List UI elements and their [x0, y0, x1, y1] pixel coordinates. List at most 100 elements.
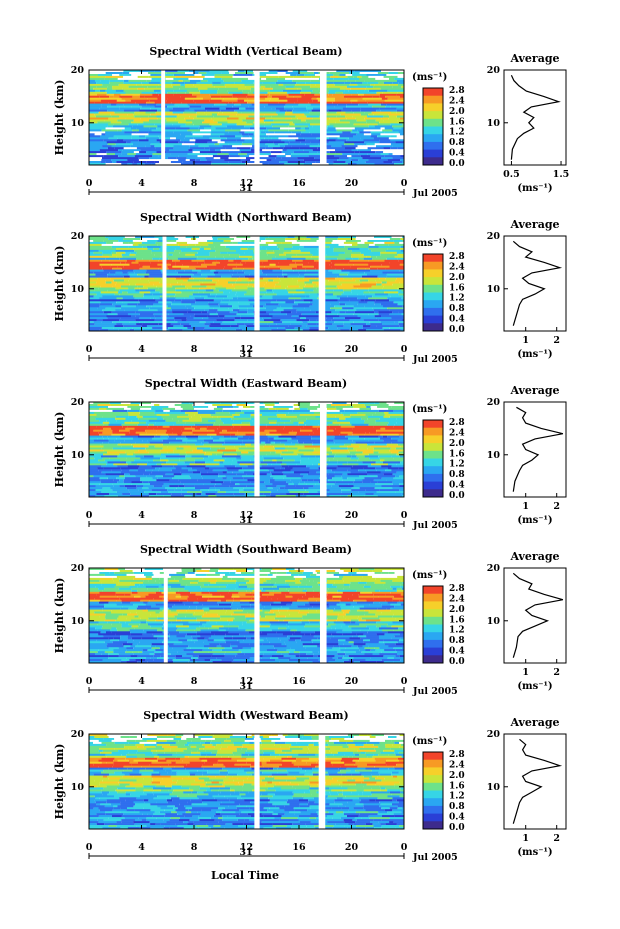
heatmap-cell	[277, 70, 288, 73]
heatmap-cell	[187, 311, 202, 314]
heatmap-cell	[325, 87, 340, 91]
heatmap-cell	[112, 447, 129, 450]
heatmap-cell	[276, 74, 291, 77]
heatmap-cell	[271, 629, 291, 632]
heatmap-cell	[161, 415, 173, 419]
heatmap-cell	[258, 327, 278, 330]
colorbar-swatch	[423, 277, 443, 286]
heatmap-cell	[364, 433, 369, 436]
heatmap-cell	[123, 479, 134, 482]
heatmap-cell	[152, 257, 160, 261]
heatmap-cell	[190, 581, 198, 585]
heatmap-cell	[256, 433, 267, 436]
heatmap-cell	[370, 267, 378, 270]
heatmap-cell	[116, 103, 124, 106]
heatmap-cell	[258, 483, 273, 486]
heatmap-cell	[89, 473, 106, 476]
heatmap-cell	[181, 467, 192, 470]
heatmap-cell	[99, 149, 119, 152]
heatmap-cell	[308, 457, 319, 460]
heatmap-cell	[286, 133, 297, 136]
heatmap-cell	[399, 483, 404, 486]
heatmap-cell	[303, 159, 323, 162]
heatmap-cell	[156, 413, 170, 417]
heatmap-cell	[254, 625, 270, 628]
heatmap-cell	[295, 261, 309, 264]
heatmap-cell	[213, 289, 219, 292]
heatmap-cell	[392, 579, 402, 583]
heatmap-cell	[256, 629, 272, 632]
heatmap-cell	[239, 483, 258, 486]
heatmap-cell	[332, 240, 346, 243]
heatmap-cell	[102, 319, 120, 322]
heatmap-cell	[112, 161, 117, 164]
heatmap-cell	[277, 577, 296, 581]
heatmap-cell	[97, 437, 104, 440]
heatmap-cell	[169, 441, 187, 444]
heatmap-cell	[186, 583, 204, 587]
heatmap-cell	[365, 489, 380, 492]
heatmap-cell	[348, 625, 357, 628]
heatmap-cell	[333, 125, 349, 128]
heatmap-cell	[400, 329, 404, 332]
heatmap-cell	[222, 477, 227, 480]
heatmap-cell	[184, 461, 195, 464]
heatmap-cell	[294, 301, 310, 304]
heatmap-cell	[261, 603, 271, 606]
heatmap-cell	[166, 243, 179, 247]
heatmap-cell	[107, 109, 124, 112]
heatmap-cell	[89, 299, 101, 302]
heatmap-cell	[294, 407, 300, 411]
heatmap-cell	[262, 317, 272, 320]
heatmap-cell	[125, 251, 131, 255]
heatmap-cell	[183, 423, 195, 427]
heatmap-cell	[100, 135, 114, 138]
heatmap-cell	[307, 321, 327, 324]
heatmap-cell	[294, 471, 310, 474]
heatmap-cell	[364, 117, 382, 120]
heatmap-cell	[209, 570, 218, 573]
heatmap-cell	[234, 617, 246, 620]
heatmap-cell	[178, 579, 199, 583]
heatmap-cell	[257, 259, 268, 263]
heatmap-cell	[111, 609, 127, 612]
heatmap-cell	[293, 269, 306, 272]
heatmap-cell	[375, 573, 392, 577]
heatmap-cell	[351, 443, 368, 446]
profile-x-label: (ms⁻¹)	[517, 349, 552, 360]
heatmap-cell	[111, 433, 126, 436]
heatmap-cell	[162, 485, 170, 488]
heatmap-cell	[117, 313, 128, 316]
heatmap-cell	[312, 629, 324, 632]
heatmap-cell	[383, 453, 397, 456]
heatmap-cell	[343, 267, 358, 270]
heatmap-cell	[146, 619, 156, 622]
heatmap-cell	[377, 495, 388, 498]
heatmap-cell	[148, 617, 158, 620]
heatmap-cell	[303, 570, 316, 573]
heatmap-cell	[115, 249, 135, 253]
heatmap-cell	[131, 74, 151, 77]
heatmap-cell	[123, 70, 140, 73]
heatmap-cell	[266, 247, 280, 251]
heatmap-cell	[102, 431, 113, 434]
heatmap-cell	[325, 74, 334, 77]
heatmap-cell	[246, 589, 253, 593]
heatmap-cell	[106, 299, 120, 302]
heatmap-cell	[343, 241, 358, 245]
heatmap-cell	[181, 299, 196, 302]
heatmap-cell	[331, 145, 342, 148]
heatmap-cell	[113, 597, 120, 600]
heatmap-cell	[207, 115, 214, 118]
heatmap-cell	[113, 579, 120, 583]
heatmap-cell	[161, 271, 178, 274]
heatmap-cell	[127, 613, 138, 616]
heatmap-cell	[399, 281, 404, 284]
heatmap-cell	[179, 236, 186, 239]
heatmap-cell	[238, 585, 248, 589]
heatmap-cell	[343, 413, 351, 417]
heatmap-cell	[312, 99, 318, 102]
heatmap-cell	[115, 287, 129, 290]
colorbar-tick-label: 1.2	[449, 128, 465, 138]
heatmap-cell	[272, 585, 277, 589]
